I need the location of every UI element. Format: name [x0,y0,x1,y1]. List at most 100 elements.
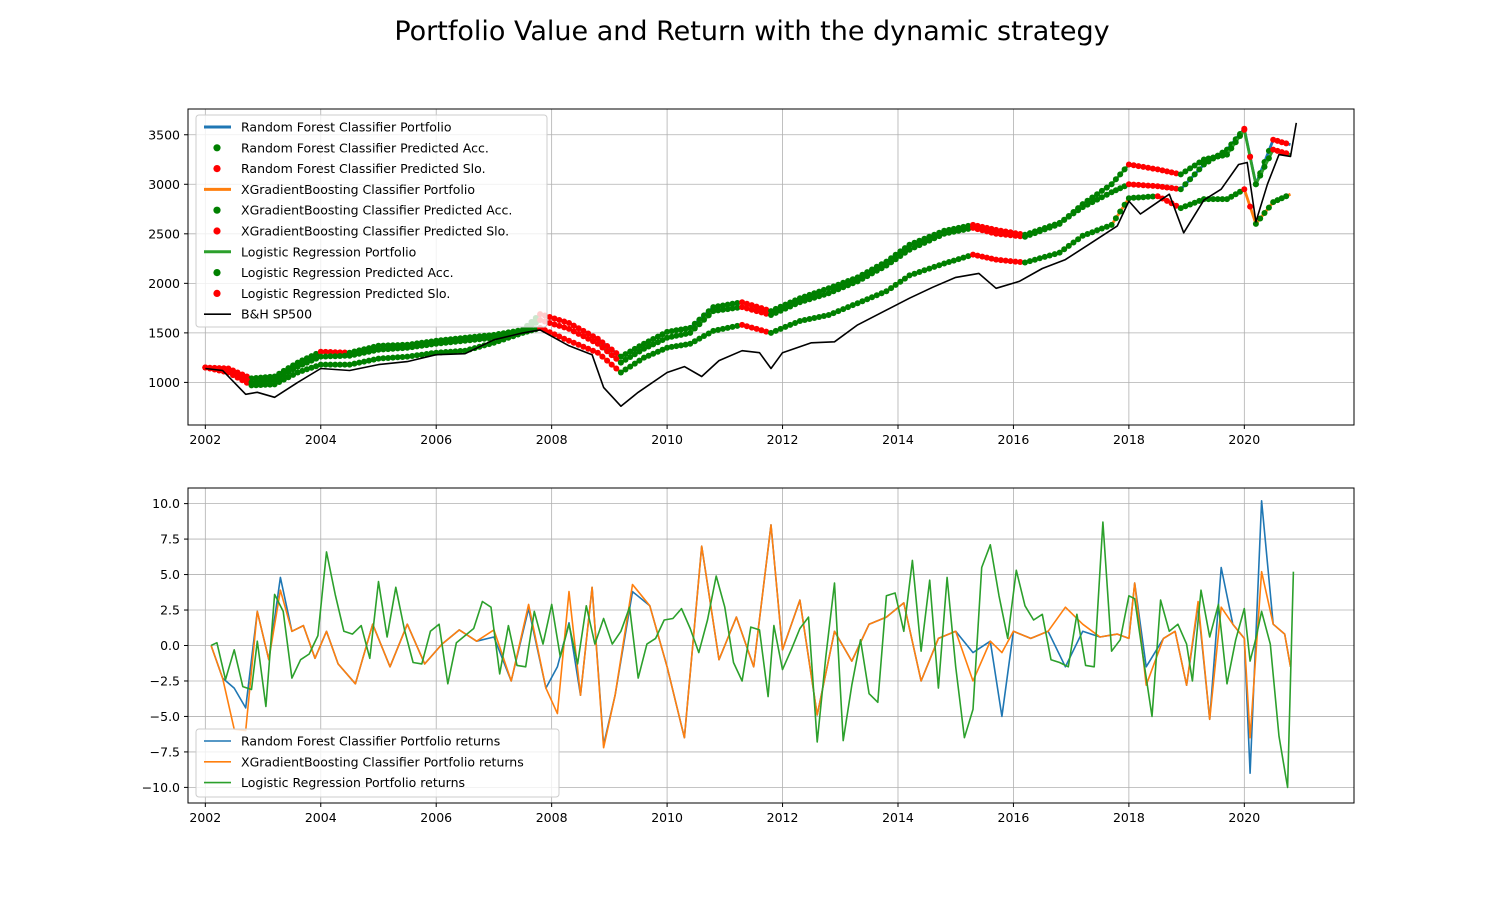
predicted-marker [1283,193,1289,199]
predicted-marker [1109,222,1115,228]
legend: Random Forest Classifier Portfolio retur… [196,729,559,797]
predicted-marker [1196,166,1202,172]
x-tick-label: 2006 [420,432,452,447]
axes-portfolio-returns: 2002 2004 2006 2008 2010 2012 2014 2016 2018 2020… [142,488,1354,825]
predicted-marker [1262,164,1268,170]
legend-label: B&H SP500 [241,307,312,322]
predicted-marker [1233,139,1239,145]
axes-portfolio-value: 2002 2004 2006 2008 2010 2012 2014 2016 2018 2020… [148,109,1354,447]
y-tick-label: 2500 [148,226,180,241]
legend-label: Random Forest Classifier Predicted Acc. [241,140,489,155]
x-tick-label: 2010 [651,810,683,825]
x-tick-label: 2008 [536,432,568,447]
legend-label: Random Forest Classifier Portfolio [241,120,452,135]
legend-label: XGradientBoosting Classifier Portfolio r… [241,754,524,769]
predicted-marker [1178,186,1184,192]
x-tick-label: 2014 [882,432,914,447]
predicted-marker [1182,181,1188,187]
predicted-marker [1066,213,1072,219]
predicted-marker [1237,133,1243,139]
legend: Random Forest Classifier Portfolio Random… [196,115,547,327]
x-tick-label: 2002 [189,810,221,825]
legend-label: XGradientBoosting Classifier Portfolio [241,182,475,197]
predicted-marker [706,312,712,318]
legend-label: Logistic Regression Predicted Acc. [241,265,454,280]
predicted-marker [1057,221,1063,227]
predicted-marker [1228,145,1234,151]
x-tick-label: 2004 [305,432,337,447]
predicted-marker [599,345,605,351]
x-tick-label: 2002 [189,432,221,447]
y-tick-label: 0.0 [160,638,180,653]
predicted-marker [613,366,619,372]
x-tick-label: 2020 [1228,810,1260,825]
predicted-marker [1224,152,1230,158]
y-tick-label: 10.0 [152,496,180,511]
predicted-marker [604,348,610,354]
predicted-marker [1113,176,1119,182]
legend-label: Random Forest Classifier Portfolio retur… [241,734,500,749]
legend-label: Logistic Regression Portfolio returns [241,775,465,790]
y-tick-label: −10.0 [142,780,180,795]
predicted-marker [1247,154,1253,160]
predicted-marker [687,330,693,336]
x-tick-label: 2018 [1113,432,1145,447]
legend-marker [213,207,220,214]
predicted-marker [599,354,605,360]
predicted-marker [701,317,707,323]
predicted-marker [1266,205,1272,211]
legend-label: XGradientBoosting Classifier Predicted S… [241,224,509,239]
predicted-marker [604,358,610,364]
x-tick-label: 2012 [767,432,799,447]
predicted-marker [1247,204,1253,210]
legend-marker [213,269,220,276]
y-tick-label: −7.5 [150,744,180,759]
figure-title: Portfolio Value and Return with the dyna… [394,16,1109,47]
x-tick-label: 2010 [651,432,683,447]
x-tick-label: 2016 [998,810,1030,825]
x-tick-label: 2004 [305,810,337,825]
legend-marker [213,290,220,297]
predicted-marker [1253,181,1259,187]
y-tick-label: 3500 [148,127,180,142]
predicted-marker [1075,205,1081,211]
x-tick-label: 2008 [536,810,568,825]
y-tick-label: 3000 [148,177,180,192]
predicted-marker [1099,188,1105,194]
legend-marker [213,165,220,172]
y-tick-label: 1500 [148,325,180,340]
predicted-marker [1262,210,1268,216]
x-tick-label: 2016 [998,432,1030,447]
predicted-marker [1192,171,1198,177]
y-tick-label: 7.5 [160,532,180,547]
y-tick-label: 2000 [148,276,180,291]
x-tick-label: 2020 [1228,432,1260,447]
y-tick-label: 5.0 [160,567,180,582]
predicted-marker [1117,171,1123,177]
predicted-marker [1113,215,1119,221]
predicted-marker [696,321,702,327]
predicted-marker [1241,186,1247,192]
predicted-marker [692,326,698,332]
y-tick-label: 1000 [148,375,180,390]
predicted-marker [1071,209,1077,215]
x-tick-label: 2012 [767,810,799,825]
legend-label: Logistic Regression Portfolio [241,244,416,259]
y-tick-label: −5.0 [150,709,180,724]
legend-marker [213,144,220,151]
predicted-marker [609,362,615,368]
legend-label: Logistic Regression Predicted Slo. [241,286,450,301]
predicted-marker [595,350,601,356]
x-tick-label: 2014 [882,810,914,825]
legend-label: XGradientBoosting Classifier Predicted A… [241,203,512,218]
x-tick-label: 2018 [1113,810,1145,825]
predicted-marker [1109,181,1115,187]
predicted-marker [1061,217,1067,223]
y-tick-label: 2.5 [160,603,180,618]
predicted-marker [1241,127,1247,133]
legend-label: Random Forest Classifier Predicted Slo. [241,161,486,176]
predicted-marker [1257,173,1263,179]
predicted-marker [1122,166,1128,172]
y-tick-label: −2.5 [150,673,180,688]
